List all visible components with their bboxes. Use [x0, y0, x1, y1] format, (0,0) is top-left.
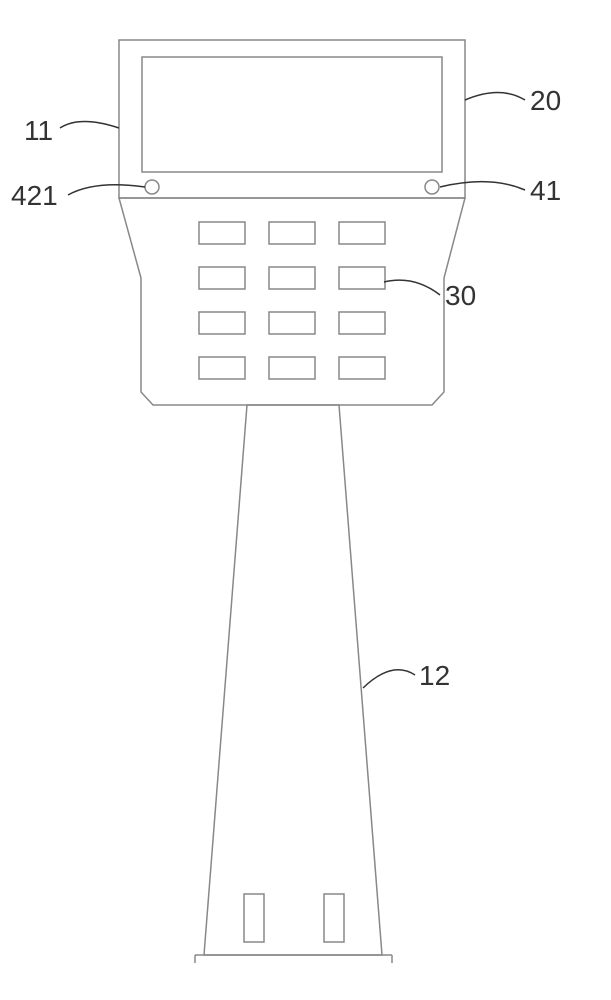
- callout-label: 20: [530, 85, 561, 117]
- callout-label: 30: [445, 280, 476, 312]
- callout-label: 421: [11, 180, 58, 212]
- callout-label: 41: [530, 175, 561, 207]
- callout-label: 11: [24, 115, 53, 147]
- technical-diagram: [0, 0, 611, 1000]
- callout-label: 12: [419, 660, 450, 692]
